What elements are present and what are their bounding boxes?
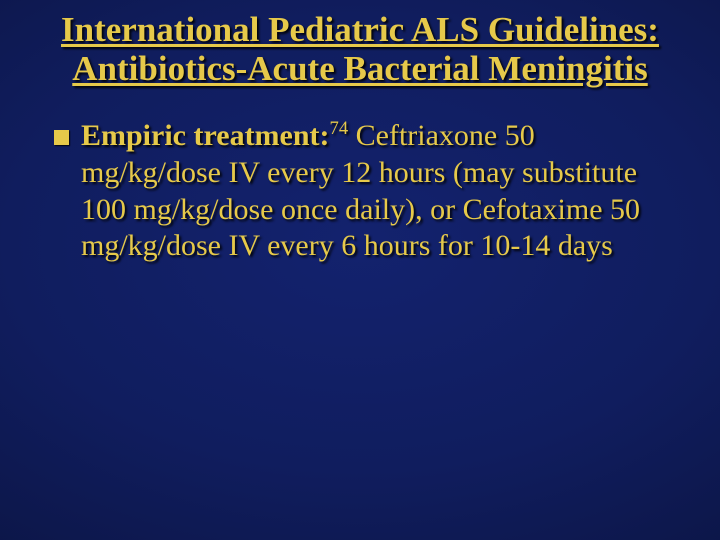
square-bullet-icon <box>54 130 69 145</box>
bullet-text: Empiric treatment:74 Ceftriaxone 50 mg/k… <box>81 118 674 264</box>
slide: International Pediatric ALS Guidelines: … <box>0 0 720 540</box>
slide-body: Empiric treatment:74 Ceftriaxone 50 mg/k… <box>18 118 702 264</box>
citation-superscript: 74 <box>330 118 349 139</box>
bullet-lead: Empiric treatment: <box>81 119 330 152</box>
bullet-item: Empiric treatment:74 Ceftriaxone 50 mg/k… <box>54 118 674 264</box>
title-line-2: Antibiotics-Acute Bacterial Meningitis <box>72 49 647 88</box>
title-line-1: International Pediatric ALS Guidelines: <box>61 10 659 49</box>
slide-title: International Pediatric ALS Guidelines: … <box>18 10 702 88</box>
